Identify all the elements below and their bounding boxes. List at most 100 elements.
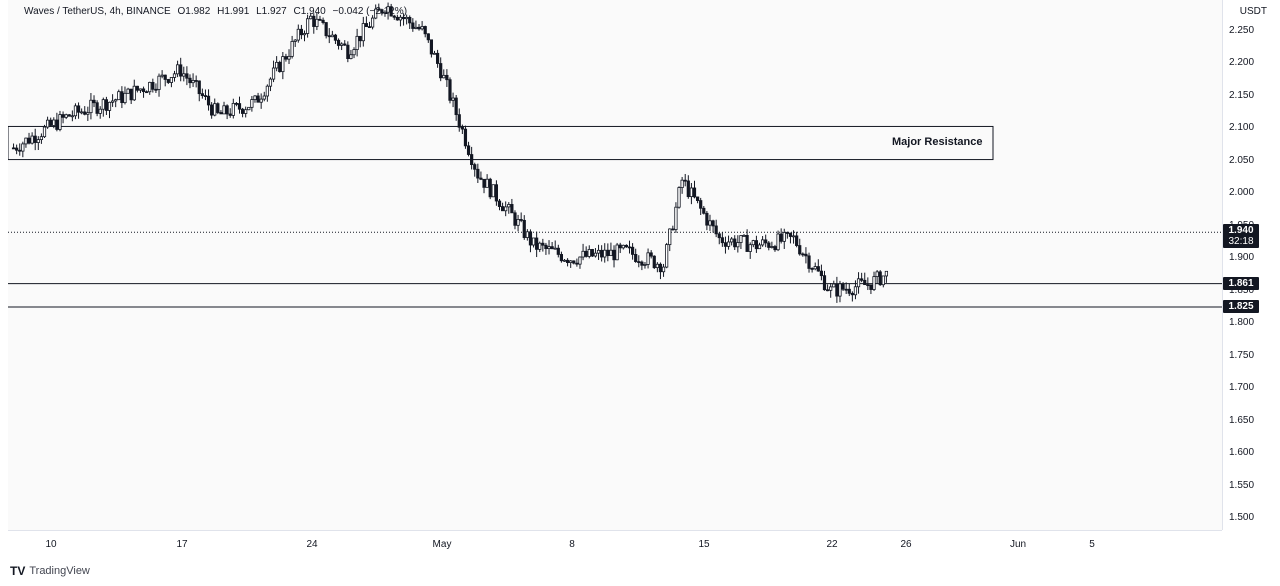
- candle-body: [312, 15, 316, 27]
- candle-body: [813, 266, 817, 270]
- candle-body: [764, 239, 768, 244]
- candle-body: [163, 74, 167, 80]
- time-tick-label: 24: [306, 539, 318, 550]
- price-tick-label: 1.600: [1229, 447, 1255, 459]
- candle-body: [15, 147, 19, 151]
- price-tick-label: 2.150: [1229, 89, 1255, 101]
- candle-body: [875, 271, 879, 278]
- candle-body: [132, 85, 136, 101]
- candle-body: [853, 286, 858, 296]
- candle-body: [850, 292, 854, 296]
- candle-body: [525, 231, 529, 238]
- candle-body: [194, 80, 198, 82]
- candle-body: [810, 268, 814, 270]
- candle-body: [634, 254, 638, 262]
- candle-body: [293, 39, 297, 42]
- candlestick-chart[interactable]: [8, 0, 1222, 530]
- candle-body: [668, 228, 672, 246]
- candle-body: [247, 106, 251, 111]
- candle-body: [544, 244, 548, 250]
- candle-body: [151, 81, 155, 90]
- candle-body: [309, 15, 313, 20]
- candle-body: [516, 219, 520, 226]
- candle-body: [779, 233, 783, 242]
- candle-body: [30, 135, 34, 144]
- candles: [11, 2, 889, 303]
- candle-body: [485, 178, 489, 188]
- candle-body: [361, 23, 365, 42]
- candle-body: [603, 249, 607, 258]
- resistance-label: Major Resistance: [892, 136, 983, 148]
- time-axis[interactable]: 10 17 24 May 8 15 22 26 Jun 5: [8, 530, 1222, 557]
- candle-body: [708, 220, 712, 226]
- current-price-tag: 1.940 32:18: [1223, 224, 1259, 249]
- tradingview-brand[interactable]: TV TradingView: [10, 564, 90, 578]
- candle-body: [819, 270, 824, 277]
- candle-body: [860, 278, 864, 281]
- legend-low: L1.927: [256, 6, 287, 17]
- candle-body: [788, 232, 793, 237]
- candle-body: [129, 88, 133, 101]
- candle-body: [110, 100, 115, 103]
- candle-body: [686, 180, 690, 198]
- candle-body: [210, 104, 214, 116]
- candle-body: [259, 98, 263, 103]
- candle-body: [67, 114, 71, 117]
- candle-body: [24, 137, 28, 145]
- candle-body: [646, 252, 650, 265]
- candle-body: [172, 73, 177, 78]
- candle-body: [869, 284, 873, 290]
- candle-body: [531, 237, 536, 246]
- candle-body: [832, 283, 836, 288]
- candle-body: [795, 235, 799, 246]
- candle-body: [154, 88, 158, 91]
- candle-body: [454, 97, 458, 116]
- candle-body: [439, 63, 443, 79]
- candle-body: [401, 16, 406, 20]
- candle-body: [271, 67, 276, 80]
- price-axis[interactable]: USDT 2.2502.2002.1502.1002.0502.0001.950…: [1222, 0, 1280, 530]
- candle-body: [11, 147, 16, 150]
- candle-body: [572, 260, 576, 264]
- candle-body: [714, 225, 718, 235]
- candle-body: [541, 242, 545, 246]
- candle-body: [739, 235, 743, 243]
- candle-body: [829, 286, 833, 291]
- time-tick-label: Jun: [1009, 539, 1027, 550]
- chart-area[interactable]: Waves / TetherUS, 4h, BINANCE O1.982 H1.…: [8, 0, 1222, 530]
- candle-body: [49, 119, 53, 126]
- candle-body: [726, 241, 731, 247]
- candle-body: [562, 259, 567, 262]
- candle-body: [343, 43, 347, 46]
- resistance-zone-box[interactable]: [8, 125, 994, 161]
- candle-body: [801, 253, 805, 256]
- candle-body: [64, 114, 68, 118]
- candle-body: [844, 288, 848, 291]
- price-tick-label: 1.800: [1229, 317, 1255, 329]
- candle-body: [358, 35, 362, 42]
- candle-body: [618, 244, 622, 249]
- candle-body: [587, 249, 591, 257]
- candle-body: [674, 206, 678, 230]
- candle-body: [398, 16, 403, 21]
- candle-body: [856, 278, 861, 288]
- candle-body: [652, 255, 656, 269]
- candle-body: [157, 75, 161, 90]
- candle-body: [488, 178, 492, 198]
- candle-body: [451, 97, 455, 101]
- candle-body: [36, 139, 40, 143]
- candle-body: [535, 237, 539, 250]
- price-tick-label: 2.050: [1229, 154, 1255, 166]
- candle-body: [426, 33, 430, 41]
- price-tick-label: 1.750: [1229, 349, 1255, 361]
- candle-body: [547, 246, 551, 250]
- candle-body: [206, 95, 211, 106]
- candle-body: [123, 92, 127, 104]
- candle-body: [491, 184, 495, 198]
- candle-body: [863, 279, 867, 286]
- legend-open: O1.982: [177, 6, 211, 17]
- candle-body: [70, 115, 74, 118]
- candle-body: [92, 99, 96, 104]
- candle-body: [556, 247, 560, 255]
- candle-body: [148, 81, 152, 93]
